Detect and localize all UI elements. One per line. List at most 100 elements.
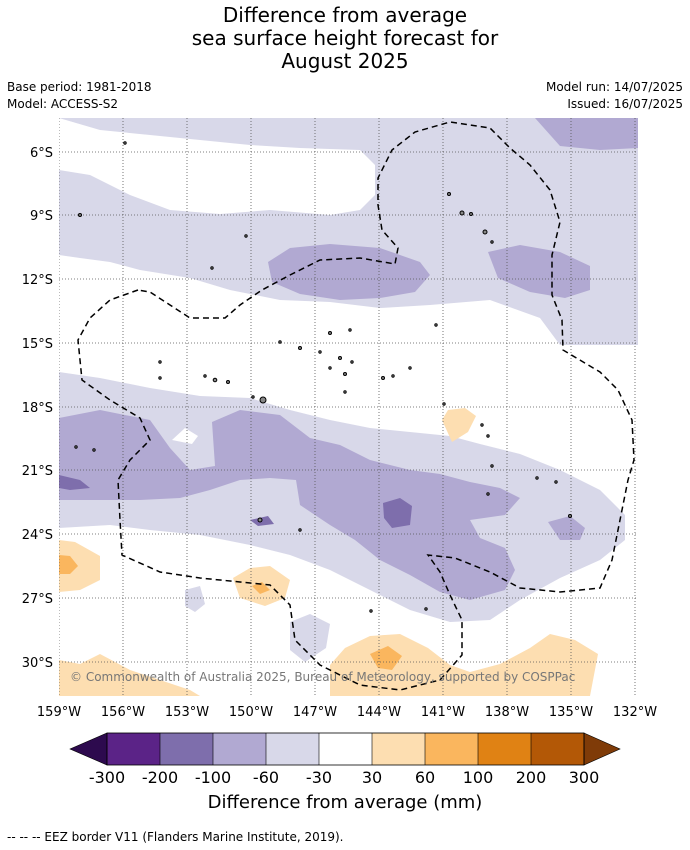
contour-m60-north-corner bbox=[535, 118, 638, 150]
colorbar-tick-label: -30 bbox=[306, 768, 332, 787]
contour-zero-notch bbox=[172, 428, 198, 444]
island bbox=[535, 476, 539, 480]
island bbox=[490, 240, 494, 244]
title-line-3: August 2025 bbox=[281, 49, 409, 73]
contour-p60-west bbox=[59, 555, 78, 574]
contour-m60-south bbox=[59, 410, 520, 600]
island bbox=[298, 346, 302, 350]
island bbox=[338, 356, 342, 360]
island bbox=[369, 609, 373, 613]
lat-tick-label: 6°S bbox=[30, 146, 53, 161]
meta-left: Base period: 1981-2018 Model: ACCESS-S2 bbox=[7, 79, 152, 113]
colorbar-tick-label: 30 bbox=[362, 768, 382, 787]
lat-tick-label: 27°S bbox=[22, 592, 53, 607]
title-line-2: sea surface height forecast for bbox=[191, 26, 499, 50]
island bbox=[203, 374, 207, 378]
colorbar-tick-label: -300 bbox=[89, 768, 125, 787]
island bbox=[158, 360, 162, 364]
island bbox=[226, 380, 230, 384]
island bbox=[251, 395, 255, 399]
island bbox=[391, 374, 395, 378]
colorbar-tick-label: -200 bbox=[142, 768, 178, 787]
issued-text: Issued: 16/07/2025 bbox=[567, 97, 683, 111]
title-line-1: Difference from average bbox=[222, 3, 468, 27]
island bbox=[210, 266, 214, 270]
island bbox=[343, 372, 347, 376]
contour-p60-centerwest bbox=[252, 582, 270, 594]
island bbox=[78, 213, 82, 217]
island bbox=[554, 480, 558, 484]
map-area: © Commonwealth of Australia 2025, Bureau… bbox=[59, 118, 638, 696]
colorbar-title: Difference from average (mm) bbox=[207, 792, 483, 813]
contour-m100-center bbox=[383, 498, 412, 528]
lon-tick-label: 150°W bbox=[229, 705, 273, 720]
colorbar-tick-label: -100 bbox=[195, 768, 231, 787]
lat-tick-label: 15°S bbox=[22, 337, 53, 352]
lon-tick-label: 141°W bbox=[421, 705, 465, 720]
island bbox=[278, 340, 282, 344]
island bbox=[486, 492, 490, 496]
island bbox=[158, 376, 162, 380]
lon-tick-label: 147°W bbox=[293, 705, 337, 720]
contour-p30-southwest bbox=[59, 654, 200, 696]
model-run-text: Model run: 14/07/2025 bbox=[545, 80, 683, 94]
lat-tick-label: 12°S bbox=[22, 273, 53, 288]
island bbox=[259, 396, 267, 404]
island bbox=[298, 528, 302, 532]
contour-m30-patch-southwest bbox=[290, 614, 330, 662]
island bbox=[343, 390, 347, 394]
eez-border-cook-islands bbox=[77, 121, 635, 691]
island bbox=[328, 331, 332, 335]
island bbox=[408, 366, 412, 370]
island bbox=[381, 376, 385, 380]
colorbar-tick-label: 200 bbox=[516, 768, 547, 787]
footnote-eez: -- -- -- EEZ border V11 (Flanders Marine… bbox=[7, 830, 344, 844]
islands bbox=[74, 141, 572, 613]
colorbar-swatch-p30 bbox=[372, 733, 425, 765]
contour-m60-north-center bbox=[268, 244, 430, 300]
contour-m30-patch-south bbox=[185, 586, 205, 612]
island bbox=[348, 328, 352, 332]
contour-p30-south bbox=[330, 634, 598, 696]
island bbox=[92, 448, 96, 452]
island bbox=[424, 607, 428, 611]
copyright-text: © Commonwealth of Australia 2025, Bureau… bbox=[70, 670, 575, 684]
meta-right: Model run: 14/07/2025 Issued: 16/07/2025 bbox=[546, 79, 683, 113]
island bbox=[469, 212, 473, 216]
colorbar-tick-label: 300 bbox=[569, 768, 600, 787]
gridlines bbox=[59, 118, 638, 696]
colorbar-swatch-m30 bbox=[266, 733, 319, 765]
chart-title: Difference from average sea surface heig… bbox=[0, 4, 690, 73]
contour-m100-west bbox=[59, 475, 90, 490]
lon-tick-label: 153°W bbox=[165, 705, 209, 720]
colorbar-tick-label: -60 bbox=[253, 768, 279, 787]
island bbox=[318, 350, 322, 354]
contour-p60-south bbox=[370, 646, 402, 670]
island bbox=[434, 323, 438, 327]
colorbar-swatch-m60 bbox=[213, 733, 266, 765]
colorbar-swatch-p200 bbox=[531, 733, 584, 765]
island bbox=[459, 210, 465, 216]
island bbox=[482, 229, 488, 235]
contour-p30-island bbox=[442, 408, 476, 442]
island bbox=[212, 377, 218, 383]
island bbox=[568, 514, 572, 518]
lat-tick-label: 18°S bbox=[22, 401, 53, 416]
base-period-text: Base period: 1981-2018 bbox=[7, 80, 152, 94]
island bbox=[480, 423, 484, 427]
island bbox=[350, 360, 354, 364]
colorbar-extend-low bbox=[69, 732, 108, 766]
island bbox=[244, 234, 248, 238]
colorbar-tick-label: 60 bbox=[415, 768, 435, 787]
lat-tick-label: 9°S bbox=[30, 209, 53, 224]
latitude-labels: 6°S 9°S 12°S 15°S 18°S 21°S 24°S 27°S 30°S bbox=[22, 146, 53, 671]
island bbox=[486, 434, 490, 438]
colorbar-swatch-m100 bbox=[160, 733, 213, 765]
colorbar-swatch-m200 bbox=[107, 733, 160, 765]
colorbar-swatch-p60 bbox=[425, 733, 478, 765]
island bbox=[74, 445, 78, 449]
colorbar-swatch-p100 bbox=[478, 733, 531, 765]
contour-zero-north-pocket bbox=[59, 118, 375, 215]
colorbar-dividers bbox=[106, 733, 585, 765]
